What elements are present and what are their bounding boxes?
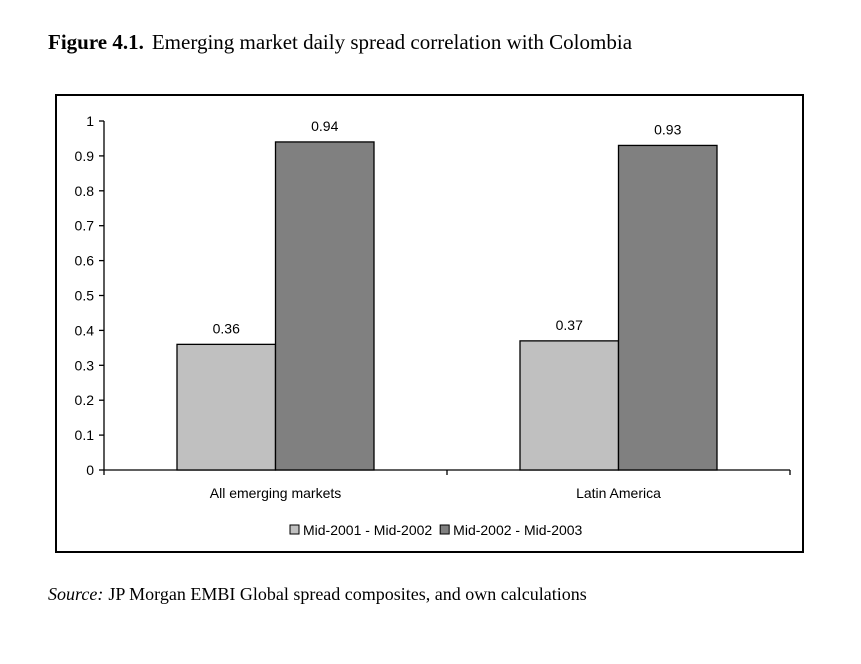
legend-item: Mid-2002 - Mid-2003 xyxy=(439,522,583,538)
legend-swatch xyxy=(289,524,300,535)
legend-item: Mid-2001 - Mid-2002 xyxy=(289,522,432,538)
y-tick-label: 0.4 xyxy=(75,322,95,338)
figure-number: Figure 4.1. xyxy=(48,30,144,54)
source-note: Source: JP Morgan EMBI Global spread comp… xyxy=(48,584,587,605)
y-tick-label: 0 xyxy=(86,462,94,478)
data-label: 0.36 xyxy=(213,320,240,336)
axes: 0 0.1 0.2 0.3 0.4 0.5 0.6 0.7 0.8 0.9 1 All emergin… xyxy=(75,113,791,501)
x-tick-label: Latin America xyxy=(576,485,661,501)
y-tick-label: 1 xyxy=(86,113,94,129)
source-label: Source: xyxy=(48,584,104,604)
y-tick-label: 0.5 xyxy=(75,288,95,304)
legend-swatch xyxy=(439,524,450,535)
bar xyxy=(176,343,277,471)
legend-label: Mid-2001 - Mid-2002 xyxy=(303,522,432,538)
y-tick-label: 0.8 xyxy=(75,183,95,199)
y-tick-label: 0.2 xyxy=(75,392,95,408)
y-tick-label: 0.6 xyxy=(75,253,95,269)
figure-title: Figure 4.1. Emerging market daily spread … xyxy=(48,30,632,55)
bar xyxy=(274,141,375,471)
bar xyxy=(519,340,620,471)
data-label: 0.94 xyxy=(311,118,338,134)
y-tick-label: 0.9 xyxy=(75,148,95,164)
legend-label: Mid-2002 - Mid-2003 xyxy=(453,522,582,538)
legend: Mid-2001 - Mid-2002 Mid-2002 - Mid-2003 xyxy=(289,522,583,538)
data-label: 0.93 xyxy=(654,121,681,137)
source-text: JP Morgan EMBI Global spread composites,… xyxy=(108,584,587,604)
y-tick-label: 0.7 xyxy=(75,218,95,234)
y-tick-label: 0.1 xyxy=(75,427,95,443)
bar xyxy=(617,144,718,471)
y-tick-label: 0.3 xyxy=(75,357,95,373)
data-label: 0.37 xyxy=(556,317,583,333)
chart-frame xyxy=(55,94,804,553)
figure-caption: Emerging market daily spread correlation… xyxy=(151,30,633,54)
bars xyxy=(176,141,718,471)
data-labels: 0.36 0.94 0.37 0.93 xyxy=(213,118,682,336)
x-tick-label: All emerging markets xyxy=(210,485,342,501)
